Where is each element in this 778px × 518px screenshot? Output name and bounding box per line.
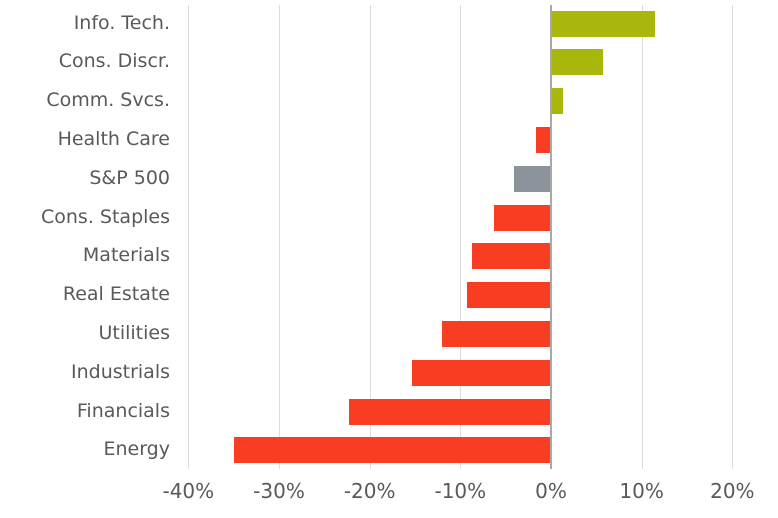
x-tick-label-20: 20%	[710, 479, 755, 503]
category-label-info-tech: Info. Tech.	[73, 11, 170, 34]
bar-financials	[348, 398, 550, 425]
category-label-financials: Financials	[76, 399, 170, 422]
category-label-comm-svcs: Comm. Svcs.	[46, 89, 170, 112]
bar-info-tech	[552, 10, 656, 37]
bar-comm-svcs	[552, 88, 563, 115]
zero-axis-line	[550, 5, 552, 469]
gridline--20%	[369, 5, 371, 469]
category-label-cons-staples: Cons. Staples	[41, 205, 170, 228]
gridline-20%	[732, 5, 734, 469]
bar-health-care	[536, 126, 550, 153]
x-tick-label-10: 10%	[619, 479, 664, 503]
bar-real-estate	[466, 282, 550, 309]
x-tick-label-20: -20%	[343, 479, 396, 503]
category-label-materials: Materials	[82, 244, 170, 267]
bar-materials	[472, 243, 550, 270]
category-label-real-estate: Real Estate	[62, 283, 170, 306]
bar-energy	[233, 437, 550, 464]
x-tick-label-10: -10%	[434, 479, 487, 503]
category-label-energy: Energy	[103, 438, 170, 461]
category-label-utilities: Utilities	[98, 321, 170, 344]
category-label-industrials: Industrials	[70, 360, 170, 383]
bar-industrials	[412, 359, 550, 386]
bar-cons-staples	[493, 204, 550, 231]
bar-cons-discr	[552, 49, 603, 76]
gridline--30%	[278, 5, 280, 469]
gridline--10%	[460, 5, 462, 469]
gridline-10%	[641, 5, 643, 469]
bar-utilities	[442, 320, 550, 347]
bar-s-p-500	[513, 165, 550, 192]
x-tick-label-0: 0%	[535, 479, 567, 503]
gridline--40%	[188, 5, 190, 469]
x-tick-label-30: -30%	[253, 479, 305, 503]
category-label-cons-discr: Cons. Discr.	[58, 50, 170, 73]
category-label-s-p-500: S&P 500	[89, 166, 170, 189]
category-label-health-care: Health Care	[57, 127, 170, 150]
x-tick-label-40: -40%	[162, 479, 215, 503]
